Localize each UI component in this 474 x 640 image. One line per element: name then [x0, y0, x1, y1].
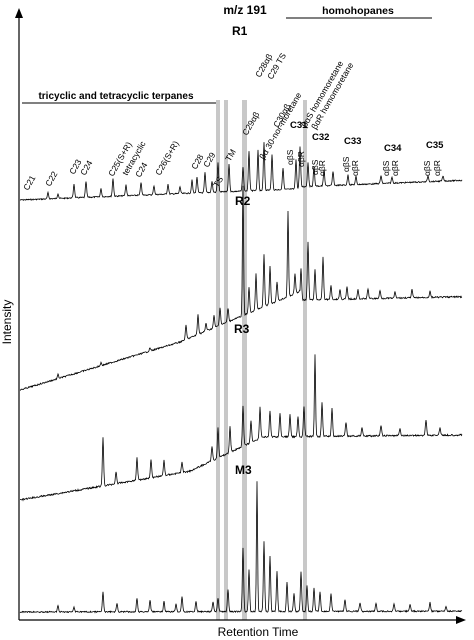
peak-label-c21: C21 [21, 173, 38, 192]
peak-label-abr: αβR [432, 160, 442, 176]
highlight-band [242, 100, 247, 620]
peak-label-abs: αβS [285, 149, 295, 165]
peak-label-abr: αβR [296, 151, 306, 167]
trace-r3 [20, 354, 463, 502]
peak-label-abr: αβR [350, 160, 360, 176]
peak-label-abr: αβR [317, 160, 327, 176]
chart-title: m/z 191 [223, 3, 267, 17]
highlight-band [303, 100, 307, 620]
tricyclic-label: tricyclic and tetracyclic terpanes [38, 91, 194, 102]
peak-label-c22: C22 [43, 169, 60, 188]
peak-label-abs: αβS [341, 156, 351, 172]
traces [19, 142, 463, 614]
trace-r1 [19, 142, 463, 201]
peak-label-ts: TS [211, 174, 225, 189]
tricyclic-peak-labels: C21 C22 C23 C24 C25(S+R) tetracyclic C24… [21, 139, 238, 192]
peak-label-c32: C32 [312, 132, 329, 143]
peak-label-c31: C31 [290, 120, 308, 131]
highlight-bands [216, 100, 307, 620]
homohopanes-label: homohopanes [322, 5, 394, 17]
series-label-r3: R3 [234, 322, 250, 336]
peak-label-c34: C34 [384, 143, 402, 154]
highlight-band [216, 100, 220, 620]
x-axis-arrow [456, 616, 466, 624]
highlight-band [224, 100, 228, 620]
peak-label-abs: αβS [381, 160, 391, 176]
hopane-peak-labels: C29αβ βα 30-nor-moretane C30αβ C28αβ C29… [240, 51, 356, 161]
y-axis-arrow [15, 8, 23, 18]
peak-label-abs: αβS [422, 160, 432, 176]
series-label-r2: R2 [235, 194, 251, 208]
peak-label-c33: C33 [344, 136, 361, 147]
trace-r2 [19, 185, 463, 391]
peak-label-abs: αβS [310, 159, 320, 175]
y-axis-label: Intensity [0, 300, 14, 345]
series-label-r1: R1 [232, 24, 248, 38]
peak-label-c26: C26(S+R) [153, 139, 181, 177]
x-axis-label: Retention Time [218, 625, 299, 639]
peak-label-c29: C29 [201, 150, 218, 169]
peak-label-abr: αβR [390, 160, 400, 176]
trace-m3 [19, 481, 463, 614]
series-label-m3: M3 [235, 463, 252, 477]
peak-label-c35: C35 [426, 140, 444, 151]
